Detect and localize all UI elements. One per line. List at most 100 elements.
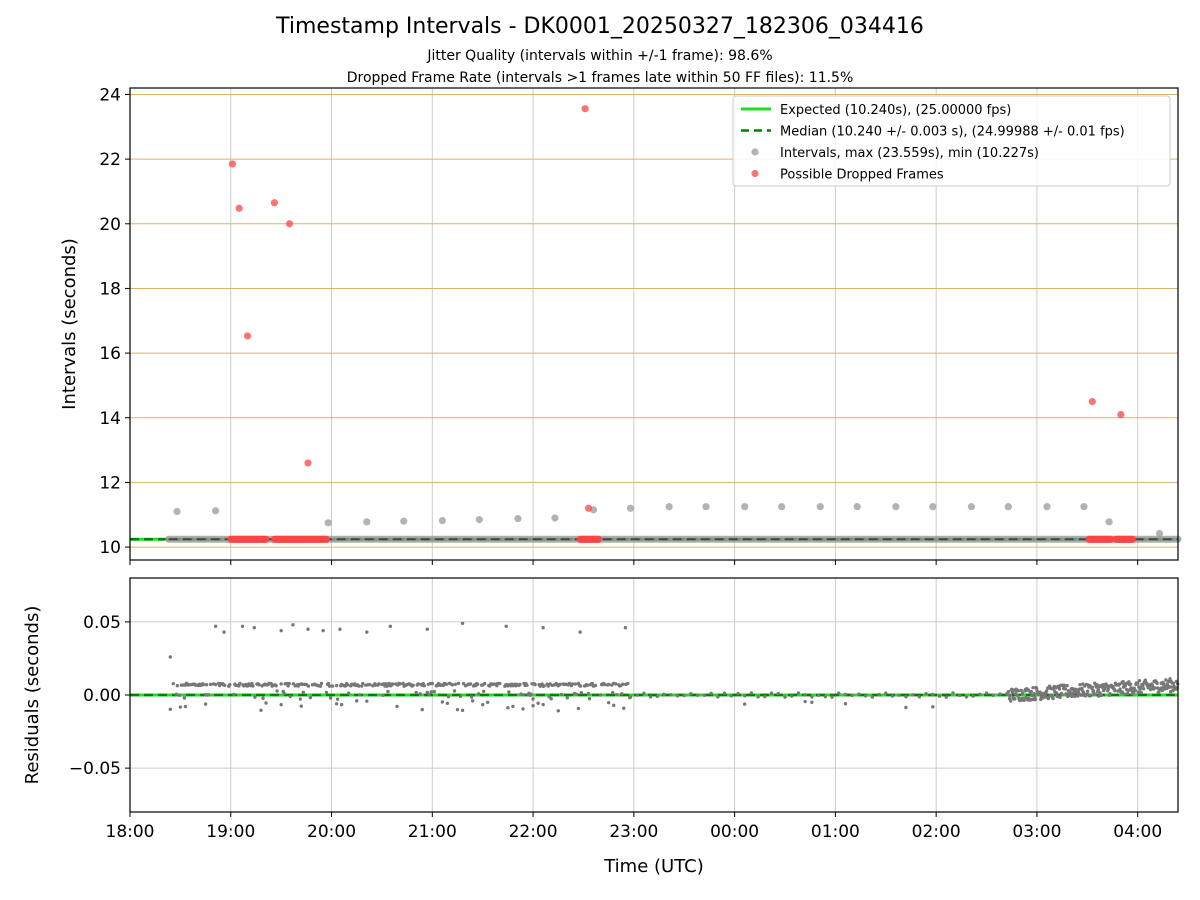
residual-point bbox=[722, 691, 727, 695]
residual-point bbox=[395, 704, 399, 709]
residual-point bbox=[425, 690, 429, 694]
residual-point bbox=[1113, 688, 1117, 693]
dropped-frame-point bbox=[285, 220, 294, 228]
residual-point bbox=[1128, 682, 1133, 686]
interval-point bbox=[702, 503, 710, 511]
residual-point bbox=[897, 693, 901, 697]
chart-title: Timestamp Intervals - DK0001_20250327_18… bbox=[276, 14, 924, 39]
residual-point bbox=[470, 699, 475, 703]
residual-point bbox=[1136, 690, 1140, 695]
residual-point bbox=[910, 693, 915, 697]
residual-point bbox=[1006, 689, 1011, 694]
residual-point bbox=[1031, 685, 1035, 690]
residual-point bbox=[178, 705, 183, 709]
residual-point bbox=[931, 705, 935, 709]
residual-point bbox=[559, 692, 563, 697]
residual-point bbox=[355, 699, 359, 703]
residual-point bbox=[729, 694, 733, 698]
residual-point bbox=[578, 684, 583, 688]
residual-point bbox=[261, 696, 265, 700]
interval-point bbox=[816, 503, 824, 511]
residual-point bbox=[622, 706, 626, 710]
intervals-panel: 10 12 14 16 18 20 22 24 Intervals (seconds) Expec… bbox=[59, 85, 1182, 561]
residual-point bbox=[458, 694, 463, 699]
residual-point bbox=[507, 690, 511, 694]
residual-point bbox=[1051, 696, 1055, 701]
residual-point bbox=[1135, 681, 1140, 686]
residual-point bbox=[635, 693, 639, 697]
dropped-cluster-point bbox=[1107, 535, 1115, 543]
residual-point bbox=[1032, 692, 1036, 696]
residual-point bbox=[319, 681, 324, 686]
residual-point bbox=[991, 693, 995, 698]
residual-point bbox=[1125, 691, 1130, 696]
residual-point bbox=[1046, 696, 1051, 701]
residual-point bbox=[533, 682, 537, 687]
residual-point bbox=[709, 691, 713, 696]
residual-point bbox=[742, 694, 747, 698]
residual-point bbox=[456, 681, 461, 686]
bottom-ylabel: Residuals (seconds) bbox=[22, 606, 43, 785]
interval-point bbox=[741, 503, 749, 511]
residual-point bbox=[453, 682, 458, 686]
bottom-ytick-label-1: 0.00 bbox=[83, 686, 121, 706]
residual-point bbox=[924, 691, 928, 696]
residual-point bbox=[335, 697, 340, 701]
residual-point bbox=[521, 707, 525, 711]
residual-point bbox=[377, 682, 381, 686]
residual-point bbox=[301, 690, 306, 694]
residual-point bbox=[978, 692, 982, 697]
residual-point bbox=[427, 692, 431, 697]
residual-point bbox=[593, 683, 598, 688]
residual-point bbox=[328, 696, 333, 700]
residual-point bbox=[576, 706, 581, 711]
residual-point bbox=[998, 692, 1002, 696]
residual-point bbox=[904, 695, 908, 699]
residual-point bbox=[339, 702, 344, 707]
residual-point bbox=[756, 695, 760, 699]
residual-point bbox=[810, 695, 814, 699]
interval-point bbox=[212, 507, 220, 515]
residual-point bbox=[1060, 693, 1064, 697]
legend-label-1: Median (10.240 +/- 0.003 s), (24.99988 +… bbox=[780, 125, 1125, 140]
residual-point bbox=[606, 700, 611, 705]
residual-point bbox=[455, 707, 460, 712]
top-ytick-label-4: 18 bbox=[99, 279, 121, 299]
residual-point bbox=[183, 704, 188, 709]
residual-outlier-point bbox=[222, 630, 226, 634]
residual-point bbox=[541, 702, 545, 707]
interval-point bbox=[1105, 518, 1113, 526]
interval-point bbox=[475, 515, 483, 524]
residual-point bbox=[416, 682, 420, 686]
residual-point bbox=[1008, 693, 1012, 698]
residual-point bbox=[904, 705, 908, 710]
residual-point bbox=[203, 702, 208, 706]
interval-point bbox=[929, 503, 937, 511]
residual-point bbox=[695, 693, 700, 697]
xtick-label-1: 19:00 bbox=[206, 822, 255, 842]
interval-point bbox=[324, 519, 332, 527]
residual-outlier-point bbox=[504, 624, 508, 628]
residual-outlier-point bbox=[425, 627, 429, 631]
residual-point bbox=[357, 684, 361, 688]
legend-label-0: Expected (10.240s), (25.00000 fps) bbox=[780, 103, 1011, 118]
residual-point bbox=[1019, 688, 1024, 693]
dropped-frame-point bbox=[235, 204, 243, 212]
residual-outlier-point bbox=[365, 630, 369, 634]
top-ytick-label-0: 10 bbox=[99, 538, 121, 558]
residual-point bbox=[461, 681, 466, 686]
residual-point bbox=[662, 692, 666, 697]
residual-point bbox=[288, 694, 292, 699]
residual-point bbox=[1108, 691, 1112, 696]
residual-point bbox=[418, 692, 422, 696]
chart-subtitle-dropped: Dropped Frame Rate (intervals >1 frames … bbox=[346, 70, 854, 86]
residual-point bbox=[531, 704, 535, 708]
residual-point bbox=[957, 693, 962, 698]
top-ytick-label-5: 20 bbox=[99, 215, 121, 235]
residual-point bbox=[168, 707, 173, 711]
top-ytick-label-7: 24 bbox=[99, 85, 121, 105]
residual-point bbox=[1030, 693, 1034, 698]
residual-outlier-point bbox=[578, 630, 582, 634]
residual-point bbox=[1022, 698, 1026, 702]
